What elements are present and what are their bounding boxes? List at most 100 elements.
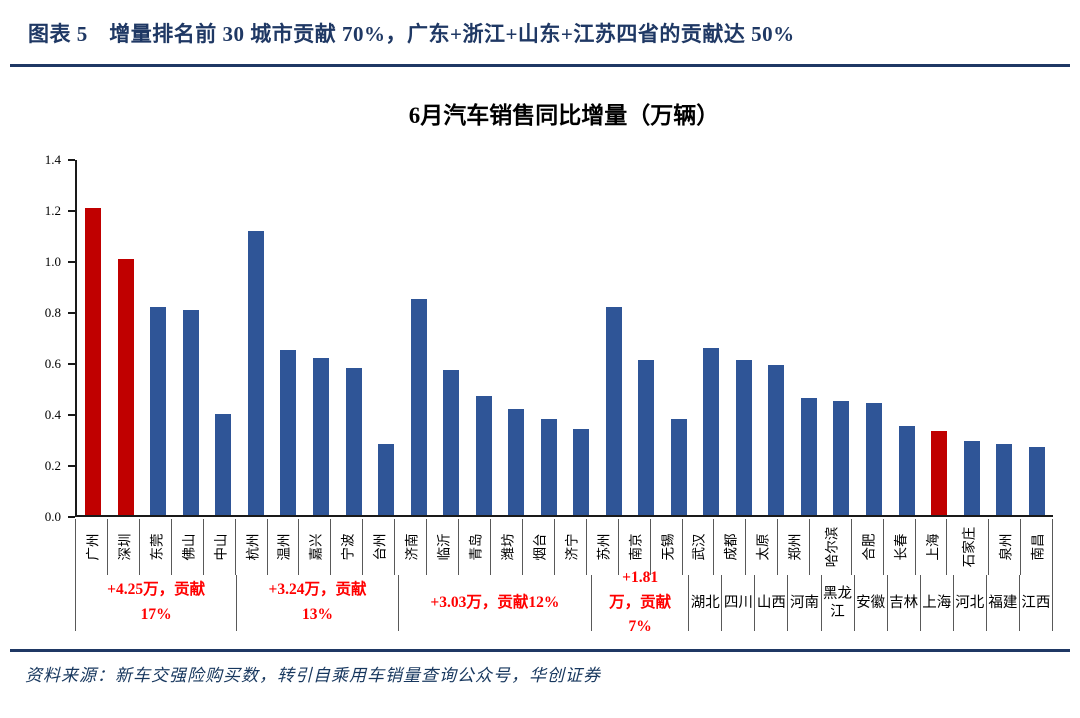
bar (280, 350, 297, 515)
x-axis-city-cell: 广州 (75, 519, 108, 575)
y-tick-mark (68, 261, 75, 263)
x-axis-city-cell: 济宁 (555, 519, 587, 575)
province-label: 黑龙江 (823, 585, 853, 620)
y-tick-label: 0.0 (44, 509, 61, 524)
x-axis-city-cell: 上海 (916, 519, 948, 575)
group-contribution-label: +4.25万，贡献17% (107, 581, 206, 623)
x-axis-city-cell: 佛山 (172, 519, 204, 575)
x-axis-city-cell: 合肥 (852, 519, 884, 575)
bar-slot (142, 160, 175, 515)
city-label-row: 广州 深圳 东莞 佛山 中山 杭州 温州 嘉兴 宁波 台州 济南 临沂 青岛 潍坊 烟台 济宁 苏州 南京 无锡 武汉… (75, 519, 1053, 575)
x-axis-city-label: 合肥 (861, 533, 877, 561)
y-tick-mark (68, 363, 75, 365)
bar (215, 413, 232, 515)
x-axis-city-label: 武汉 (691, 533, 707, 561)
province-cell: 上海 (921, 575, 954, 631)
bar (866, 403, 883, 515)
y-tick-label: 0.8 (44, 305, 61, 320)
bar-slot (305, 160, 338, 515)
x-axis-city-cell: 苏州 (587, 519, 619, 575)
x-axis-city-label: 成都 (723, 533, 739, 561)
x-axis-city-label: 东莞 (149, 533, 165, 561)
y-tick-label: 0.4 (44, 407, 61, 422)
bar-slot (500, 160, 533, 515)
x-axis-city-label: 太原 (755, 533, 771, 561)
bar-slot (435, 160, 468, 515)
bar-slot (598, 160, 631, 515)
x-axis-city-label: 台州 (372, 533, 388, 561)
province-label: 江西 (1021, 594, 1051, 611)
x-axis-city-cell: 临沂 (427, 519, 460, 575)
bar (963, 441, 980, 515)
x-axis-city-cell: 武汉 (683, 519, 715, 575)
group-contribution-cell: +4.25万，贡献17% (75, 575, 238, 631)
bar-slot (272, 160, 305, 515)
x-axis-city-cell: 深圳 (108, 519, 140, 575)
group-contribution-cell: +1.81万，贡献7% (592, 569, 690, 635)
bar (475, 395, 492, 515)
header-rule (10, 64, 1070, 67)
bar (605, 307, 622, 515)
province-cell: 四川 (722, 575, 756, 631)
bar (312, 357, 329, 515)
bar-slot (695, 160, 728, 515)
bar-slot (955, 160, 988, 515)
x-axis-city-cell: 石家庄 (947, 519, 989, 575)
bar (508, 408, 525, 515)
x-axis-city-label: 佛山 (181, 533, 197, 561)
bar (443, 370, 460, 515)
bar-slot (630, 160, 663, 515)
province-label: 湖北 (690, 594, 720, 611)
bar (85, 208, 102, 515)
x-axis-city-label: 宁波 (340, 533, 356, 561)
province-label: 四川 (723, 594, 753, 611)
bar (735, 360, 752, 515)
y-tick-mark (68, 414, 75, 416)
bar-slot (663, 160, 696, 515)
x-axis-city-cell: 南昌 (1021, 519, 1053, 575)
figure-title: 图表 5 增量排名前 30 城市贡献 70%，广东+浙江+山东+江苏四省的贡献达… (28, 22, 795, 46)
chart-title: 6月汽车销售同比增量（万辆） (408, 103, 720, 128)
bar (117, 258, 134, 515)
province-cell: 河北 (954, 575, 987, 631)
y-tick-label: 1.2 (44, 203, 61, 218)
group-contribution-cell: +3.03万，贡献12% (399, 575, 593, 631)
province-cell: 湖北 (689, 575, 723, 631)
bar-series (77, 160, 1053, 515)
bar (768, 365, 785, 515)
group-label-row: +4.25万，贡献17% +3.24万，贡献13% +3.03万，贡献12% +1.8… (75, 569, 1053, 635)
x-axis-city-label: 苏州 (596, 533, 612, 561)
bar (703, 347, 720, 515)
source-note: 资料来源：新车交强险购买数，转引自乘用车销量查询公众号，华创证券 (25, 666, 601, 685)
x-axis-city-cell: 无锡 (651, 519, 683, 575)
x-axis-city-label: 上海 (925, 533, 940, 561)
bar (898, 426, 915, 515)
province-cell: 安徽 (855, 575, 888, 631)
x-axis-city-cell: 青岛 (459, 519, 491, 575)
x-axis-city-cell: 嘉兴 (299, 519, 332, 575)
province-label: 福建 (988, 594, 1018, 611)
x-axis-city-label: 泉州 (998, 533, 1014, 561)
bar-slot (858, 160, 891, 515)
bar (1028, 446, 1045, 515)
bar-slot (207, 160, 240, 515)
x-axis-city-cell: 温州 (268, 519, 300, 575)
x-axis-city-label: 杭州 (245, 533, 261, 561)
group-contribution-label: +3.03万，贡献12% (430, 593, 560, 611)
province-label: 安徽 (856, 594, 886, 611)
x-axis-city-label: 石家庄 (961, 526, 977, 568)
y-tick-mark (68, 210, 75, 212)
x-axis-city-cell: 哈尔滨 (810, 519, 852, 575)
x-axis-city-label: 南京 (628, 533, 644, 561)
bar-slot (923, 160, 956, 515)
y-tick-mark (68, 312, 75, 314)
y-tick-mark (68, 159, 75, 161)
province-cell: 福建 (987, 575, 1020, 631)
x-axis-city-label: 无锡 (660, 533, 676, 561)
x-axis-city-cell: 台州 (363, 519, 396, 575)
x-axis-city-cell: 成都 (714, 519, 747, 575)
bar-slot (77, 160, 110, 515)
group-contribution-cell: +3.24万，贡献13% (237, 575, 399, 631)
bar (378, 444, 395, 515)
